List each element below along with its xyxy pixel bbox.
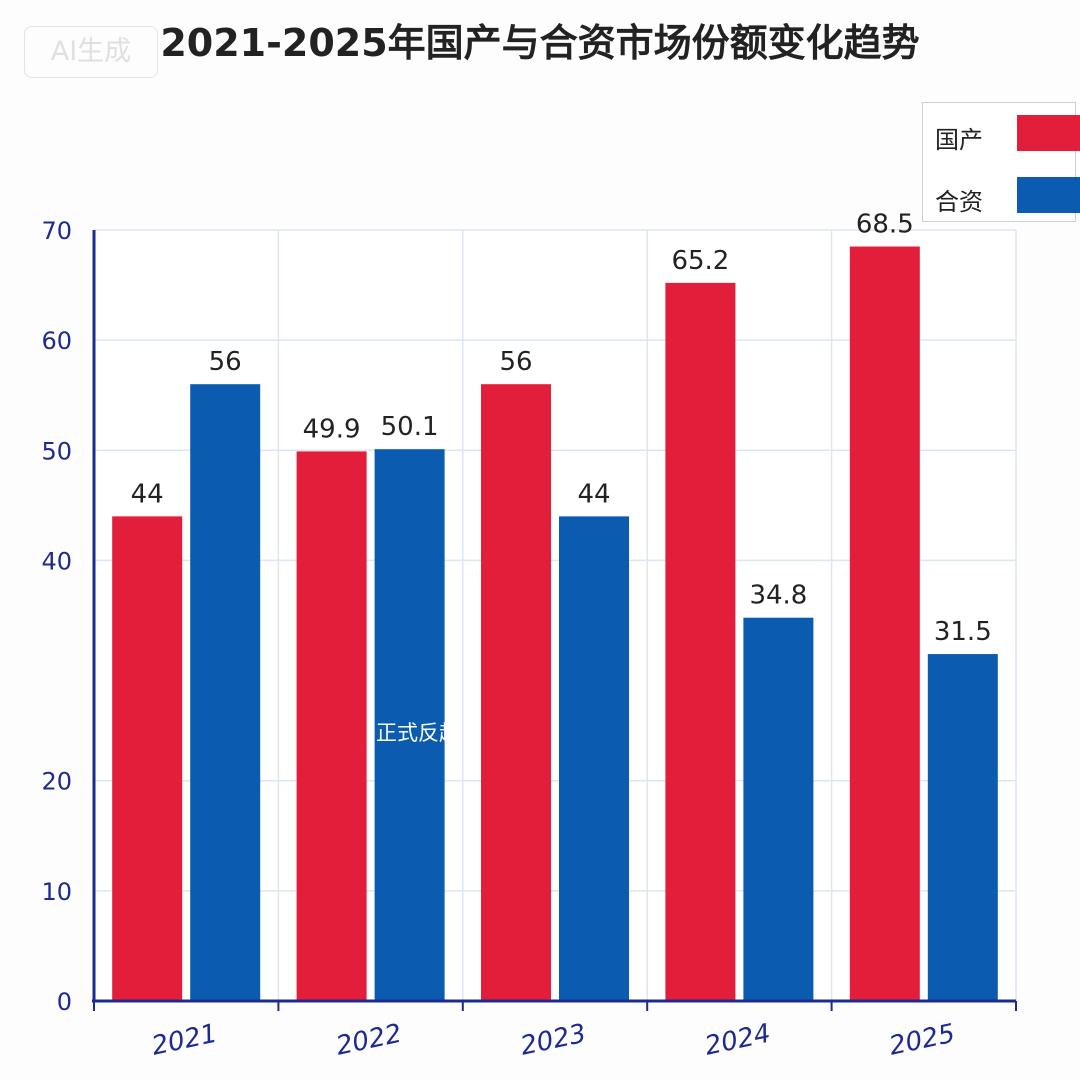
bar-domestic-2021 [112, 516, 183, 1001]
y-tick-label-20: 20 [41, 768, 72, 796]
bar-joint-2024 [743, 617, 814, 1001]
bar-domestic-2022 [296, 451, 367, 1001]
bar-domestic-2023 [481, 384, 551, 1001]
overlay-annotation: 正式反超 [376, 721, 460, 745]
value-label-joint-2024: 34.8 [749, 581, 807, 611]
value-label-domestic-2023: 56 [499, 347, 532, 377]
value-label-domestic-2022: 49.9 [303, 414, 361, 444]
bar-joint-2022 [374, 449, 445, 1001]
x-tick-label-2023: 2023 [518, 1019, 589, 1062]
value-label-domestic-2021: 44 [131, 479, 164, 509]
x-tick-label-2024: 2024 [702, 1019, 773, 1062]
legend-swatch-domestic [1017, 115, 1080, 151]
y-tick-label-50: 50 [41, 437, 72, 465]
value-label-domestic-2025: 68.5 [856, 210, 914, 240]
bar-joint-2023 [559, 516, 629, 1001]
value-label-joint-2023: 44 [577, 479, 610, 509]
chart-title: 2021-2025年国产与合资市场份额变化趋势 [160, 21, 920, 65]
value-label-joint-2021: 56 [209, 347, 242, 377]
legend-item-domestic: 国产 [935, 115, 1080, 157]
value-label-joint-2025: 31.5 [934, 617, 992, 647]
legend-item-joint: 合资 [935, 177, 1080, 219]
legend-swatch-joint [1017, 177, 1080, 213]
value-label-joint-2022: 50.1 [381, 412, 439, 442]
y-tick-label-70: 70 [41, 217, 72, 245]
y-tick-label-40: 40 [41, 547, 72, 575]
y-tick-label-60: 60 [41, 327, 72, 355]
bar-joint-2021 [190, 384, 261, 1001]
x-tick-label-2022: 2022 [333, 1019, 404, 1062]
bar-joint-2025 [927, 654, 998, 1001]
bar-domestic-2025 [849, 246, 920, 1001]
legend-label-domestic: 国产 [935, 126, 983, 154]
value-label-domestic-2024: 65.2 [671, 246, 729, 276]
bar-domestic-2024 [665, 282, 736, 1002]
x-tick-label-2021: 2021 [149, 1019, 220, 1062]
chart-legend: 国产 合资 [922, 102, 1080, 222]
ai-generated-watermark: AI生成 [24, 26, 158, 78]
legend-label-joint: 合资 [935, 188, 983, 216]
x-tick-label-2025: 2025 [887, 1019, 958, 1062]
y-tick-label-10: 10 [41, 878, 72, 906]
y-tick-label-0: 0 [57, 988, 72, 1016]
